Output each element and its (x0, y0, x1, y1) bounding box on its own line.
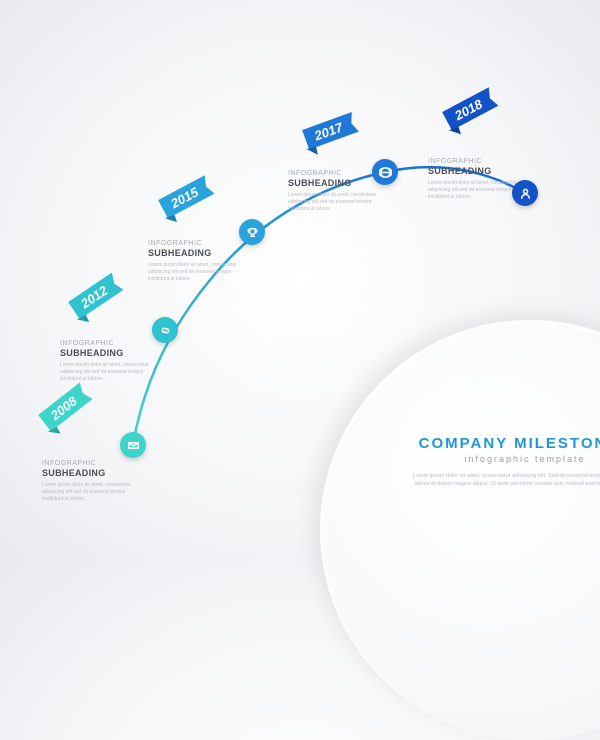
milestone-text-2008: INFOGRAPHICSUBHEADING Lorem ipsum dolor s… (42, 460, 147, 503)
link-icon (159, 324, 172, 337)
main-title: COMPANY MILESTONES (410, 435, 600, 452)
subheading-label: SUBHEADING (148, 248, 253, 258)
main-body-text: Lorem ipsum dolor sit amet, consectetur … (410, 472, 600, 489)
subheading-label: SUBHEADING (60, 348, 165, 358)
milestone-text-2018: INFOGRAPHICSUBHEADING Lorem ipsum dolor s… (428, 158, 533, 201)
body-text: Lorem ipsum dolor sit amet, consectetur … (428, 180, 533, 201)
subheading-label: SUBHEADING (42, 468, 147, 478)
info-label: INFOGRAPHIC (428, 158, 533, 165)
main-subtitle: infographic template (410, 454, 600, 464)
milestone-node-2008 (120, 432, 146, 458)
subheading-label: SUBHEADING (428, 166, 533, 176)
body-text: Lorem ipsum dolor sit amet, consectetur … (60, 362, 165, 383)
body-text: Lorem ipsum dolor sit amet, consectetur … (42, 482, 147, 503)
milestone-text-2017: INFOGRAPHICSUBHEADING Lorem ipsum dolor s… (288, 170, 393, 213)
mail-icon (127, 439, 140, 452)
body-text: Lorem ipsum dolor sit amet, consectetur … (148, 262, 253, 283)
info-label: INFOGRAPHIC (288, 170, 393, 177)
milestone-text-2012: INFOGRAPHICSUBHEADING Lorem ipsum dolor s… (60, 340, 165, 383)
info-label: INFOGRAPHIC (60, 340, 165, 347)
subheading-label: SUBHEADING (288, 178, 393, 188)
trophy-icon (246, 226, 259, 239)
info-label: INFOGRAPHIC (42, 460, 147, 467)
infographic-canvas: 2008INFOGRAPHICSUBHEADINGLorem ipsum dol… (0, 0, 600, 560)
info-label: INFOGRAPHIC (148, 240, 253, 247)
milestone-text-2015: INFOGRAPHICSUBHEADING Lorem ipsum dolor s… (148, 240, 253, 283)
body-text: Lorem ipsum dolor sit amet, consectetur … (288, 192, 393, 213)
